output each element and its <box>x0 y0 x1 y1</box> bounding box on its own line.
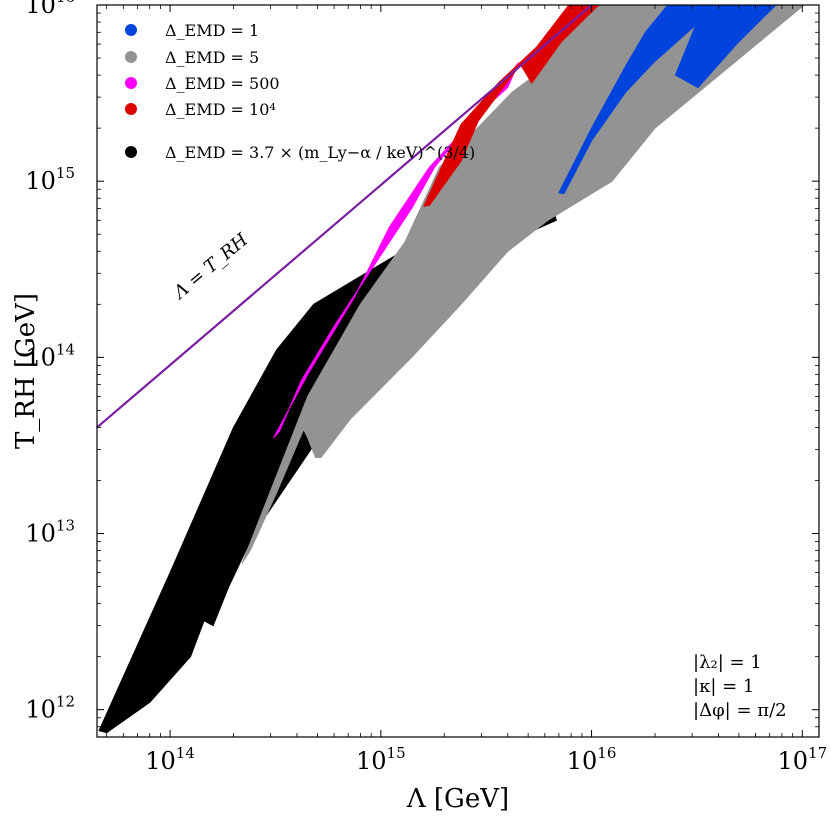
region-series-5 <box>558 4 777 195</box>
x-tick-label: 1016 <box>567 744 617 775</box>
y-tick-label: 1016 <box>25 0 75 19</box>
y-tick-label: 1014 <box>25 340 75 371</box>
legend-marker <box>125 103 137 115</box>
legend-label: Δ_EMD = 1 <box>165 21 259 40</box>
y-tick-label: 1013 <box>25 517 75 548</box>
param-line: |Δφ| = π/2 <box>693 700 787 721</box>
plot-frame <box>96 4 820 738</box>
y-tick-label: 1015 <box>25 164 75 195</box>
region-series-2 <box>241 4 805 564</box>
legend-label: Δ_EMD = 5 <box>165 48 259 67</box>
y-tick-label: 1012 <box>25 693 75 724</box>
legend-marker <box>125 146 137 158</box>
ticks-layer: 1014 1015 1016 1017 1012 1013 1014 1015 1016 <box>25 0 827 775</box>
legend-marker <box>125 77 137 89</box>
legend-marker <box>125 24 137 36</box>
legend-label: Δ_EMD = 3.7 × (m_Ly−α / keV)^(3/4) <box>165 143 475 162</box>
diag-line-label: Λ = T_RH <box>168 229 252 304</box>
param-line: |κ| = 1 <box>693 676 754 697</box>
legend-label: Δ_EMD = 10⁴ <box>165 100 276 119</box>
x-tick-label: 1017 <box>777 744 827 775</box>
regions-layer <box>98 4 805 734</box>
legend: Δ_EMD = 1 Δ_EMD = 5 Δ_EMD = 500 Δ_EMD = 10⁴… <box>125 21 475 162</box>
region-series-4 <box>423 4 600 207</box>
x-tick-label: 1015 <box>356 744 406 775</box>
legend-label: Δ_EMD = 500 <box>165 74 280 93</box>
legend-marker <box>125 51 137 63</box>
x-tick-label: 1014 <box>145 744 195 775</box>
x-axis-label: Λ [GeV] <box>406 784 509 814</box>
parameter-annotation: |λ₂| = 1 |κ| = 1 |Δφ| = π/2 <box>693 652 787 721</box>
y-axis-label: T_RH [GeV] <box>11 293 41 449</box>
lambda-equals-trh-line <box>96 4 593 429</box>
param-line: |λ₂| = 1 <box>693 652 762 673</box>
